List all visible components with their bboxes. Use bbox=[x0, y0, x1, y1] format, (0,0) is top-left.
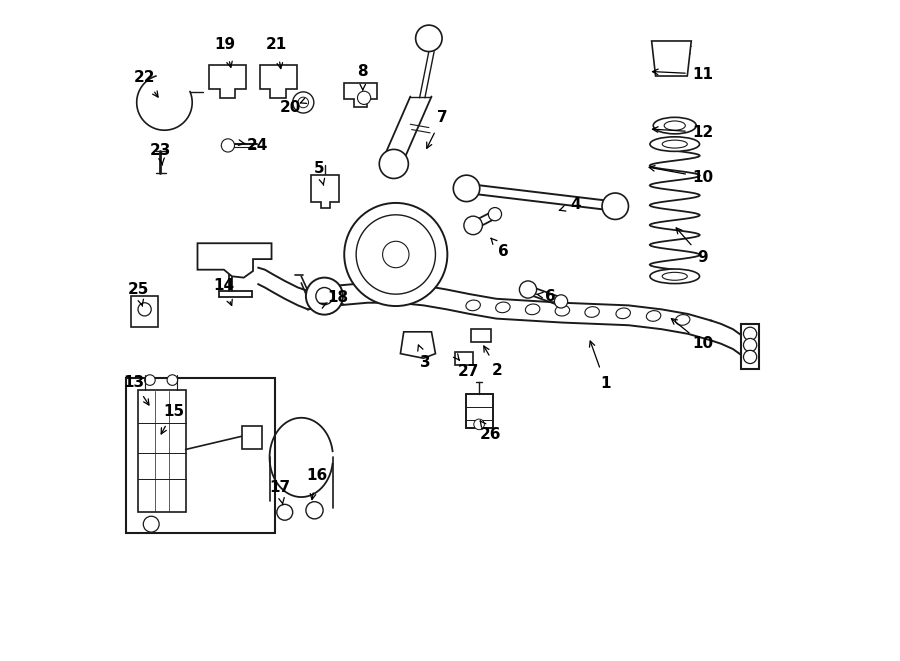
Circle shape bbox=[473, 419, 484, 430]
Text: 23: 23 bbox=[149, 143, 171, 158]
Ellipse shape bbox=[662, 272, 688, 280]
Text: 22: 22 bbox=[134, 71, 156, 85]
Text: 20: 20 bbox=[279, 100, 301, 114]
Ellipse shape bbox=[496, 302, 510, 313]
Circle shape bbox=[292, 92, 314, 113]
Circle shape bbox=[316, 288, 333, 305]
Circle shape bbox=[489, 208, 501, 221]
Ellipse shape bbox=[616, 308, 630, 319]
Text: 11: 11 bbox=[692, 67, 713, 81]
Ellipse shape bbox=[526, 304, 540, 315]
Text: 3: 3 bbox=[419, 355, 430, 369]
Ellipse shape bbox=[466, 300, 481, 311]
Text: 2: 2 bbox=[492, 363, 503, 377]
Text: 13: 13 bbox=[123, 375, 145, 389]
Text: 14: 14 bbox=[213, 278, 235, 293]
Circle shape bbox=[554, 295, 568, 308]
Polygon shape bbox=[197, 243, 272, 278]
Circle shape bbox=[145, 375, 155, 385]
Circle shape bbox=[382, 241, 409, 268]
Text: 21: 21 bbox=[266, 38, 287, 52]
Ellipse shape bbox=[653, 117, 697, 134]
Text: 24: 24 bbox=[247, 138, 267, 153]
Text: 25: 25 bbox=[127, 282, 148, 297]
Ellipse shape bbox=[585, 307, 599, 317]
Text: 18: 18 bbox=[327, 290, 348, 305]
Circle shape bbox=[138, 303, 151, 316]
Circle shape bbox=[277, 504, 292, 520]
Ellipse shape bbox=[555, 305, 570, 316]
Polygon shape bbox=[652, 41, 691, 76]
Circle shape bbox=[167, 375, 177, 385]
Circle shape bbox=[743, 350, 757, 364]
Circle shape bbox=[306, 502, 323, 519]
Polygon shape bbox=[400, 332, 436, 358]
Ellipse shape bbox=[664, 121, 685, 130]
Text: 7: 7 bbox=[436, 110, 447, 125]
Polygon shape bbox=[311, 175, 339, 208]
Circle shape bbox=[357, 91, 371, 104]
Ellipse shape bbox=[662, 140, 688, 148]
Circle shape bbox=[298, 97, 309, 108]
Polygon shape bbox=[472, 329, 491, 342]
Circle shape bbox=[379, 149, 409, 178]
Text: 17: 17 bbox=[269, 481, 290, 495]
Text: 6: 6 bbox=[498, 244, 508, 258]
Circle shape bbox=[416, 25, 442, 52]
Text: 10: 10 bbox=[692, 336, 713, 351]
Polygon shape bbox=[466, 394, 493, 428]
Text: 4: 4 bbox=[571, 198, 580, 212]
Polygon shape bbox=[259, 65, 297, 98]
Circle shape bbox=[306, 278, 343, 315]
Text: 26: 26 bbox=[481, 428, 501, 442]
Text: 1: 1 bbox=[600, 376, 610, 391]
Circle shape bbox=[143, 516, 159, 532]
Ellipse shape bbox=[650, 269, 699, 284]
Text: 5: 5 bbox=[314, 161, 324, 176]
Circle shape bbox=[743, 327, 757, 340]
Polygon shape bbox=[344, 83, 377, 107]
Polygon shape bbox=[131, 296, 158, 327]
Polygon shape bbox=[209, 65, 247, 98]
Text: 19: 19 bbox=[215, 38, 236, 52]
Ellipse shape bbox=[675, 315, 690, 325]
Polygon shape bbox=[455, 352, 473, 365]
Text: 27: 27 bbox=[458, 364, 479, 379]
Text: 9: 9 bbox=[698, 251, 707, 265]
Text: 8: 8 bbox=[357, 64, 368, 79]
Text: 10: 10 bbox=[692, 170, 713, 184]
Circle shape bbox=[519, 281, 536, 298]
Text: 12: 12 bbox=[692, 125, 713, 139]
Polygon shape bbox=[242, 426, 262, 449]
Circle shape bbox=[454, 175, 480, 202]
Text: 15: 15 bbox=[163, 404, 184, 418]
Text: 16: 16 bbox=[306, 469, 327, 483]
Circle shape bbox=[602, 193, 628, 219]
Polygon shape bbox=[138, 390, 185, 512]
Ellipse shape bbox=[646, 311, 661, 321]
Circle shape bbox=[344, 203, 447, 306]
Ellipse shape bbox=[650, 137, 699, 151]
Circle shape bbox=[464, 216, 482, 235]
Bar bbox=[126, 378, 274, 533]
Polygon shape bbox=[741, 324, 760, 369]
Circle shape bbox=[743, 338, 757, 352]
Circle shape bbox=[356, 215, 436, 294]
Text: 6: 6 bbox=[545, 289, 556, 303]
Circle shape bbox=[221, 139, 235, 152]
